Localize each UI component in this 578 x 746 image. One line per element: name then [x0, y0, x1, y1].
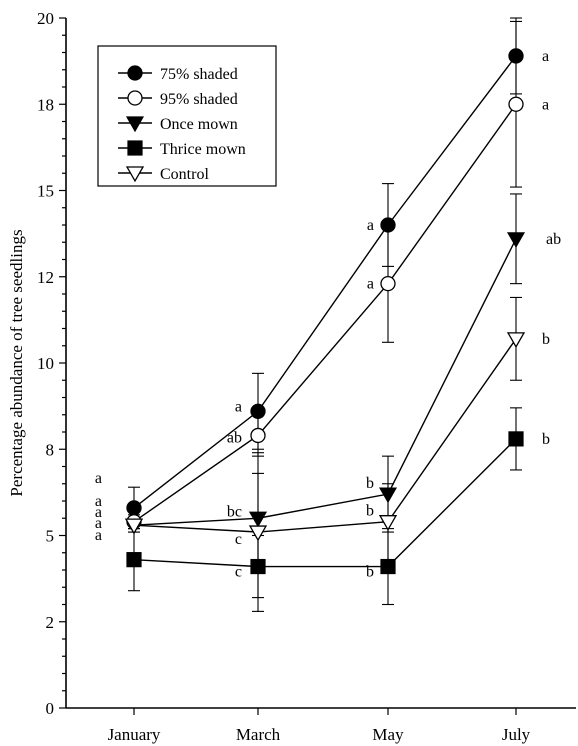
data-point	[508, 96, 524, 112]
data-point	[126, 552, 142, 568]
significance-label: ab	[227, 429, 242, 446]
y-tick-label: 10	[37, 354, 54, 373]
significance-label: a	[235, 398, 242, 415]
data-point	[380, 558, 396, 575]
significance-label: bc	[227, 503, 242, 520]
significance-label: a	[95, 515, 102, 532]
significance-label: a	[95, 504, 102, 521]
x-tick-label: July	[502, 725, 531, 744]
series-line	[133, 55, 517, 509]
data-point	[124, 518, 144, 535]
significance-label: b	[366, 503, 374, 520]
data-point	[248, 525, 268, 542]
significance-label: a	[542, 96, 549, 113]
series-line	[133, 238, 517, 526]
significance-label: b	[542, 431, 550, 448]
data-point	[508, 48, 524, 64]
data-point	[380, 217, 396, 233]
y-tick-label: 20	[37, 9, 54, 28]
significance-label: c	[235, 564, 242, 581]
significance-label: b	[366, 475, 374, 492]
series-line	[133, 103, 517, 523]
legend-marker	[127, 90, 143, 106]
data-point	[378, 515, 398, 532]
legend-box	[97, 45, 277, 187]
x-tick-label: January	[108, 725, 161, 744]
y-tick-label: 8	[46, 440, 55, 459]
data-point	[380, 275, 396, 292]
y-axis-title: Percentage abundance of tree seedlings	[7, 229, 26, 496]
significance-label: b	[542, 331, 550, 348]
y-tick-label: 12	[37, 268, 54, 287]
significance-label: a	[367, 217, 374, 234]
series-line	[133, 438, 517, 568]
legend-marker	[127, 65, 143, 81]
data-point	[250, 427, 266, 444]
legend-label: Once mown	[160, 116, 238, 133]
significance-label: a	[367, 276, 374, 293]
data-point	[506, 332, 526, 349]
significance-label: ab	[546, 231, 561, 248]
data-point	[250, 558, 266, 575]
significance-label: a	[95, 493, 102, 510]
data-point	[506, 232, 526, 249]
data-point	[508, 431, 524, 447]
significance-label: b	[366, 564, 374, 581]
legend-label: Thrice mown	[160, 141, 246, 158]
y-tick-label: 0	[46, 699, 55, 718]
y-tick-label: 18	[37, 95, 54, 114]
legend-marker	[125, 116, 145, 133]
data-point	[126, 500, 142, 516]
data-point	[378, 487, 398, 504]
significance-label: a	[95, 470, 102, 487]
data-point	[248, 511, 268, 528]
series-line	[133, 338, 517, 533]
significance-label: a	[542, 48, 549, 65]
legend-marker	[127, 140, 143, 156]
significance-label: a	[95, 527, 102, 544]
significance-label: c	[235, 531, 242, 548]
y-tick-label: 2	[46, 613, 55, 632]
y-tick-label: 5	[46, 527, 55, 546]
x-tick-label: March	[236, 725, 281, 744]
legend: 75% shaded 95% shaded Once mown Thrice mown…	[97, 45, 277, 187]
legend-label: 95% shaded	[160, 91, 238, 108]
legend-label: Control	[160, 166, 209, 183]
x-tick-label: May	[372, 725, 404, 744]
y-tick-label: 15	[37, 182, 54, 201]
legend-marker	[125, 166, 145, 183]
data-point	[250, 403, 266, 419]
legend-label: 75% shaded	[160, 66, 238, 83]
axes: 0 2 5 8 10 12 15 18 20 January March May July Percent…	[7, 9, 576, 744]
